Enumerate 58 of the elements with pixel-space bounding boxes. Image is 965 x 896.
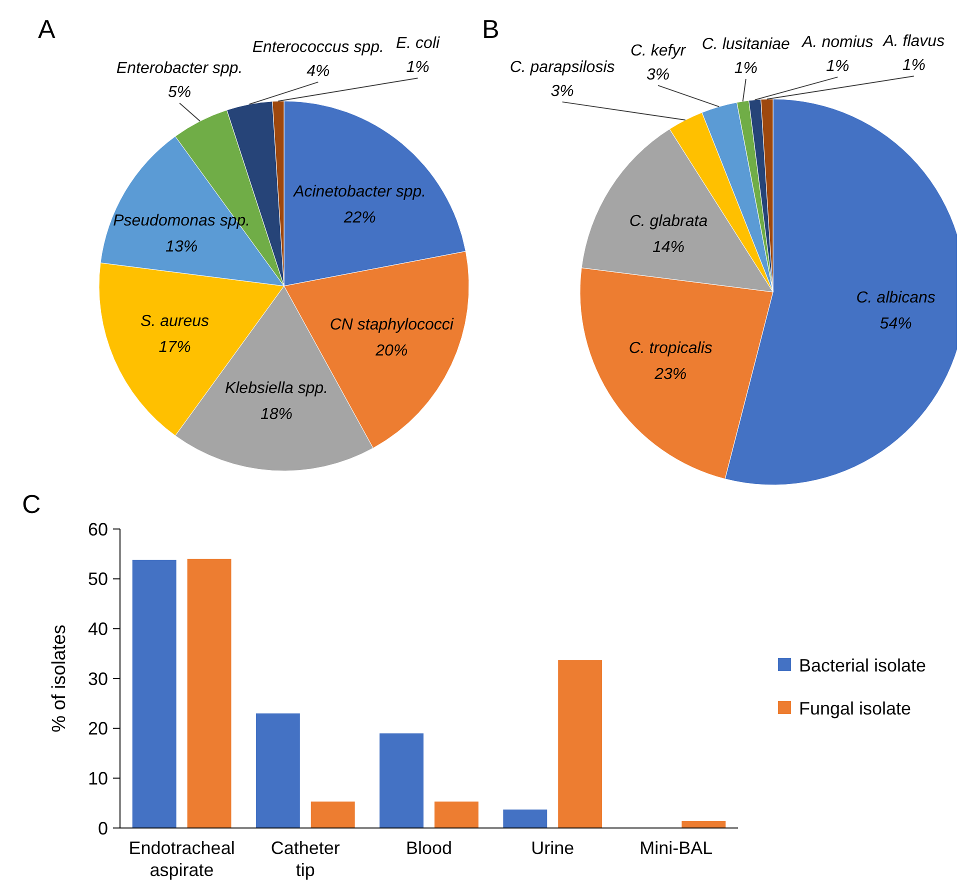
data-label: 1% bbox=[826, 58, 850, 76]
data-label: 1% bbox=[902, 57, 926, 74]
y-tick-label: 50 bbox=[88, 569, 108, 590]
slice-label: A. nomius bbox=[801, 34, 874, 52]
slice-label: C. glabrata bbox=[629, 212, 708, 230]
data-label: 18% bbox=[260, 406, 293, 423]
slice-label: C. albicans bbox=[856, 290, 936, 307]
data-label: 23% bbox=[654, 366, 687, 384]
slice-label: E. coli bbox=[396, 35, 440, 52]
slice-label: C. lusitaniae bbox=[702, 36, 790, 53]
legend-label: Bacterial isolate bbox=[799, 655, 926, 676]
bar bbox=[434, 802, 478, 828]
data-label: 4% bbox=[306, 63, 330, 80]
data-label: 20% bbox=[374, 342, 408, 360]
data-label: 1% bbox=[406, 59, 430, 76]
data-label: 5% bbox=[168, 84, 192, 102]
y-tick-label: 20 bbox=[88, 718, 108, 739]
y-axis-title: % of isolates bbox=[49, 624, 70, 732]
y-tick-label: 60 bbox=[88, 519, 108, 540]
text: C bbox=[22, 489, 41, 519]
y-tick-label: 40 bbox=[88, 618, 108, 639]
x-tick-label: Mini-BAL bbox=[640, 838, 713, 858]
bar bbox=[256, 713, 300, 828]
slice-label: A. flavus bbox=[882, 33, 945, 50]
slice-label: CN staphylococci bbox=[330, 316, 454, 334]
slice-label: C. parapsilosis bbox=[510, 58, 615, 76]
x-tick-label: Urine bbox=[531, 838, 574, 858]
legend-label: Fungal isolate bbox=[799, 698, 912, 718]
bar bbox=[132, 560, 176, 828]
x-tick-label: Endotracheal aspirate bbox=[128, 838, 235, 880]
text: A bbox=[38, 14, 56, 44]
x-tick-label: Catheter tip bbox=[270, 838, 340, 880]
slice-label: S. aureus bbox=[140, 313, 210, 330]
data-label: 1% bbox=[734, 60, 758, 77]
y-tick-label: 30 bbox=[88, 668, 108, 689]
data-label: 3% bbox=[550, 82, 574, 100]
x-tick-label: Blood bbox=[406, 838, 452, 858]
data-label: 17% bbox=[158, 339, 191, 356]
y-tick-label: 0 bbox=[98, 818, 108, 838]
bar bbox=[558, 660, 602, 828]
bar bbox=[380, 733, 424, 828]
bar bbox=[682, 821, 726, 828]
slice-label: Enterococcus spp. bbox=[252, 39, 384, 56]
data-label: 3% bbox=[646, 66, 670, 84]
data-label: 54% bbox=[880, 316, 912, 333]
slice-label: Klebsiella spp. bbox=[224, 380, 328, 397]
slice-label: C. kefyr bbox=[630, 42, 686, 60]
bar bbox=[503, 810, 548, 828]
slice-label: Acinetobacter spp. bbox=[292, 183, 426, 200]
data-label: 14% bbox=[652, 238, 684, 256]
data-label: 22% bbox=[342, 209, 376, 226]
slice-label: C. tropicalis bbox=[628, 340, 712, 358]
slice-label: Enterobacter spp. bbox=[116, 60, 243, 78]
bar bbox=[187, 558, 232, 828]
text: B bbox=[482, 14, 500, 44]
y-tick-label: 10 bbox=[88, 768, 108, 788]
bar bbox=[310, 802, 355, 828]
data-label: 13% bbox=[166, 238, 198, 256]
